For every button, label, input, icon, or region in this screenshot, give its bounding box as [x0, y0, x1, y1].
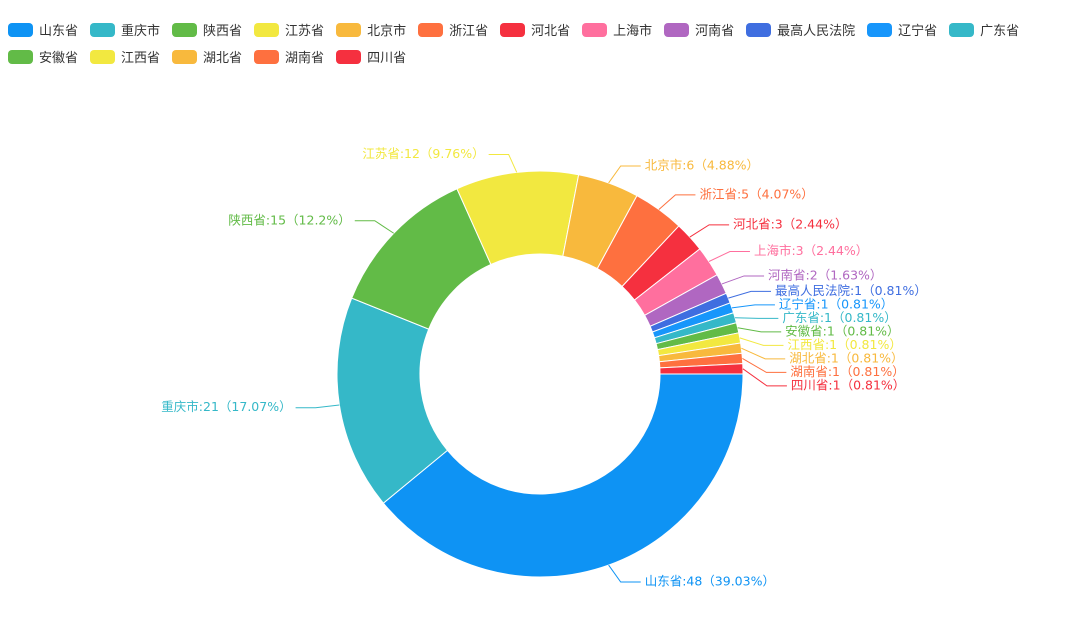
label-line [728, 290, 771, 299]
data-label: 辽宁省:1（0.81%） [779, 296, 893, 311]
legend-swatch [336, 22, 362, 37]
label-line [739, 337, 784, 346]
legend-label: 北京市 [367, 24, 407, 39]
label-line [708, 251, 750, 262]
data-label: 山东省:48（39.03%） [645, 573, 775, 588]
legend-item[interactable]: 河南省 [664, 20, 734, 39]
legend-item[interactable]: 河北省 [500, 20, 570, 39]
legend-swatch [172, 49, 198, 64]
label-line [608, 165, 641, 184]
label-line [742, 368, 787, 387]
data-label: 广东省:1（0.81%） [782, 310, 896, 325]
data-label: 重庆市:21（17.07%） [161, 399, 291, 414]
data-label: 江西省:1（0.81%） [787, 337, 901, 352]
legend-item[interactable]: 上海市 [582, 20, 652, 39]
legend-swatch [90, 49, 116, 64]
legend-swatch [582, 22, 608, 37]
legend-swatch [418, 22, 444, 37]
legend-label: 湖北省 [203, 51, 243, 66]
legend-swatch [746, 22, 772, 37]
legend-item[interactable]: 辽宁省 [867, 20, 937, 39]
legend-swatch [8, 49, 33, 64]
legend-item[interactable]: 浙江省 [418, 20, 488, 39]
data-label: 湖南省:1（0.81%） [790, 364, 904, 379]
legend-label: 湖南省 [285, 51, 325, 66]
legend-label: 广东省 [980, 24, 1020, 39]
data-label: 河北省:3（2.44%） [733, 216, 847, 231]
data-label: 浙江省:5（4.07%） [699, 186, 813, 201]
data-label: 最高人民法院:1（0.81%） [775, 283, 927, 298]
legend-label: 四川省 [367, 51, 407, 66]
slice [659, 363, 744, 375]
legend-item[interactable]: 陕西省 [172, 20, 242, 39]
legend-swatch [336, 49, 362, 64]
legend-label: 安徽省 [39, 51, 79, 66]
legend-swatch [500, 22, 526, 37]
legend-swatch [949, 22, 975, 37]
label-line [741, 347, 786, 360]
legend-label: 陕西省 [203, 24, 243, 39]
legend-label: 浙江省 [449, 24, 489, 39]
label-line [731, 304, 775, 309]
label-line [737, 327, 782, 333]
label-line [658, 194, 696, 210]
legend-item[interactable]: 山东省 [8, 20, 78, 39]
data-label: 湖北省:1（0.81%） [789, 350, 903, 365]
legend-swatch [172, 22, 198, 37]
label-line [735, 317, 779, 319]
label-line [689, 224, 730, 238]
legend-item[interactable]: 江苏省 [254, 20, 324, 39]
legend-swatch [254, 49, 280, 64]
legend-item[interactable]: 最高人民法院 [746, 20, 855, 39]
data-label: 四川省:1（0.81%） [791, 377, 905, 392]
legend-swatch [664, 22, 690, 37]
legend-label: 山东省 [39, 24, 79, 39]
data-label: 上海市:3（2.44%） [754, 243, 868, 258]
data-label: 北京市:6（4.88%） [645, 158, 759, 173]
legend-label: 河北省 [531, 24, 571, 39]
legend-label: 最高人民法院 [777, 24, 856, 39]
legend-item[interactable]: 安徽省 [8, 47, 78, 66]
legend-label: 河南省 [695, 24, 735, 39]
legend-item[interactable]: 重庆市 [90, 20, 160, 39]
legend: 山东省 重庆市 陕西省 江苏省 北京市 浙江省 河北省 上海市 河南省 最高人民法院 辽宁省 广东省安… [8, 20, 1080, 66]
slice [382, 373, 744, 578]
legend-item[interactable]: 江西省 [90, 47, 160, 66]
label-line [608, 564, 641, 583]
legend-label: 江苏省 [285, 24, 325, 39]
label-line [742, 358, 787, 373]
legend-item[interactable]: 北京市 [336, 20, 406, 39]
legend-label: 江西省 [121, 51, 161, 66]
data-label: 安徽省:1（0.81%） [785, 323, 899, 338]
legend-item[interactable]: 四川省 [336, 47, 406, 66]
label-line [295, 404, 340, 409]
legend-swatch [90, 22, 116, 37]
legend-item[interactable]: 湖南省 [254, 47, 324, 66]
legend-item[interactable]: 湖北省 [172, 47, 242, 66]
label-line [488, 153, 518, 173]
legend-swatch [254, 22, 280, 37]
legend-item[interactable]: 广东省 [949, 20, 1019, 39]
label-line [721, 275, 765, 285]
legend-label: 重庆市 [121, 24, 161, 39]
legend-swatch [8, 22, 33, 37]
data-label: 江苏省:12（9.76%） [362, 146, 484, 161]
label-line [354, 220, 395, 234]
data-label: 河南省:2（1.63%） [768, 267, 882, 282]
data-label: 陕西省:15（12.2%） [228, 212, 350, 227]
legend-label: 辽宁省 [898, 24, 938, 39]
legend-swatch [867, 22, 893, 37]
legend-label: 上海市 [613, 24, 653, 39]
